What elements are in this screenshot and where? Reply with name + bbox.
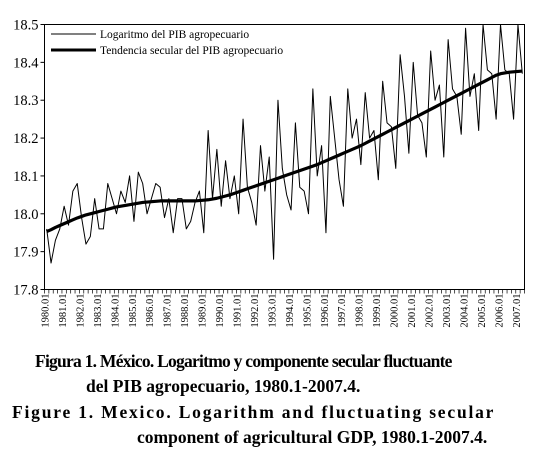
x-tick-label: 1981.01: [58, 294, 69, 328]
legend-label-log: Logaritmo del PIB agropecuario: [100, 29, 249, 41]
x-tick-label: 1986.01: [145, 294, 156, 328]
y-tick-label: 18.4: [13, 55, 39, 71]
legend-label-trend: Tendencia secular del PIB agropecuario: [100, 45, 283, 57]
x-tick-label: 2006.01: [494, 294, 505, 328]
y-tick-label: 17.8: [13, 283, 38, 299]
x-tick-label: 1989.01: [198, 294, 209, 328]
plot-area: [46, 24, 523, 264]
x-tick-label: 1992.01: [250, 294, 261, 328]
x-axis-ticks: 1980.01 1981.01 1982.01 1983.01 1984.01 1985.…: [41, 289, 525, 328]
x-tick-label: 1982.01: [75, 294, 86, 328]
x-tick-label: 1990.01: [215, 294, 226, 328]
x-tick-label: 2001.01: [407, 294, 418, 328]
caption-en-line1: Figure 1. Mexico. Logarithm and fluctuat…: [12, 402, 496, 422]
x-tick-label: 1983.01: [93, 294, 104, 328]
y-tick-label: 17.9: [13, 245, 38, 261]
y-tick-label: 18.0: [13, 207, 38, 223]
x-tick-label: 2002.01: [425, 294, 436, 328]
y-tick-label: 18.1: [13, 169, 38, 185]
x-tick-label: 2007.01: [512, 294, 523, 328]
x-tick-label: 2004.01: [459, 294, 470, 328]
x-tick-label: 1993.01: [267, 294, 278, 328]
x-tick-label: 1995.01: [302, 294, 313, 328]
plot-frame: [44, 24, 525, 290]
x-tick-label: 1991.01: [233, 294, 244, 328]
x-tick-label: 1998.01: [355, 294, 366, 328]
x-tick-label: 1994.01: [285, 294, 296, 328]
caption-en-line2: component of agricultural GDP, 1980.1-20…: [137, 427, 488, 447]
x-tick-label: 1988.01: [180, 294, 191, 328]
caption-es-line1: Figura 1. México. Logaritmo y componente…: [35, 351, 452, 371]
x-tick-label: 1999.01: [372, 294, 383, 328]
caption-es-line2: del PIB agropecuario, 1980.1-2007.4.: [86, 376, 361, 396]
x-tick-label: 1985.01: [128, 294, 139, 328]
x-tick-label: 2003.01: [442, 294, 453, 328]
x-tick-label: 1984.01: [110, 294, 121, 328]
y-tick-label: 18.5: [13, 18, 38, 34]
y-axis-ticks: 17.8 17.9 18.0 18.1 18.2 18.3 18.4 18.5: [13, 18, 45, 299]
x-tick-label: 1987.01: [163, 294, 174, 328]
legend: Logaritmo del PIB agropecuario Tendencia…: [51, 29, 283, 57]
x-tick-label: 1980.01: [41, 294, 52, 328]
series-line-log: [46, 24, 523, 264]
x-tick-label: 2005.01: [477, 294, 488, 328]
x-tick-label: 1996.01: [320, 294, 331, 328]
x-tick-label: 1997.01: [337, 294, 348, 328]
x-tick-label: 2000.01: [390, 294, 401, 328]
y-tick-label: 18.2: [13, 131, 38, 147]
series-line-trend: [46, 69, 523, 234]
y-tick-label: 18.3: [13, 93, 38, 109]
